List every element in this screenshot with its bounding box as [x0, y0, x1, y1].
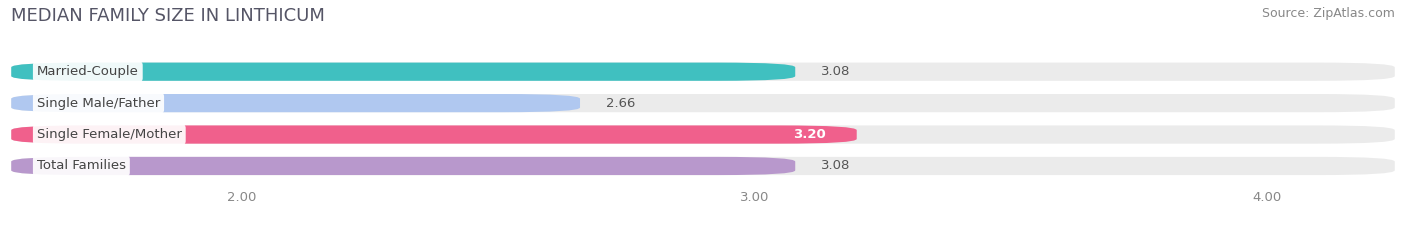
- Text: MEDIAN FAMILY SIZE IN LINTHICUM: MEDIAN FAMILY SIZE IN LINTHICUM: [11, 7, 325, 25]
- FancyBboxPatch shape: [11, 94, 581, 112]
- FancyBboxPatch shape: [11, 94, 1395, 112]
- Text: 3.20: 3.20: [793, 128, 825, 141]
- Text: Single Male/Father: Single Male/Father: [37, 97, 160, 110]
- Text: 3.08: 3.08: [821, 159, 851, 172]
- Text: Married-Couple: Married-Couple: [37, 65, 139, 78]
- Text: 3.08: 3.08: [821, 65, 851, 78]
- FancyBboxPatch shape: [11, 63, 1395, 81]
- Text: Total Families: Total Families: [37, 159, 127, 172]
- Text: 2.66: 2.66: [606, 97, 636, 110]
- FancyBboxPatch shape: [11, 125, 1395, 144]
- FancyBboxPatch shape: [11, 63, 796, 81]
- FancyBboxPatch shape: [11, 125, 856, 144]
- Text: Source: ZipAtlas.com: Source: ZipAtlas.com: [1261, 7, 1395, 20]
- FancyBboxPatch shape: [11, 157, 796, 175]
- FancyBboxPatch shape: [11, 157, 1395, 175]
- Text: Single Female/Mother: Single Female/Mother: [37, 128, 181, 141]
